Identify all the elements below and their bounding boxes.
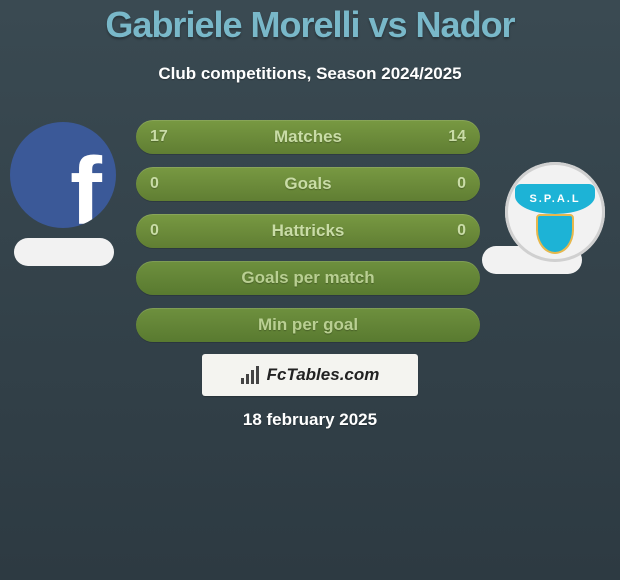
page-subtitle: Club competitions, Season 2024/2025 bbox=[0, 64, 620, 84]
stat-hattricks-label: Hattricks bbox=[272, 221, 345, 241]
stat-matches-right: 14 bbox=[448, 120, 466, 154]
stat-hattricks-right: 0 bbox=[457, 214, 466, 248]
facebook-f-icon: f bbox=[70, 144, 102, 228]
stat-goals-right: 0 bbox=[457, 167, 466, 201]
spal-shield-icon bbox=[536, 214, 574, 254]
stat-matches-label: Matches bbox=[274, 127, 342, 147]
stat-goals-left: 0 bbox=[150, 167, 159, 201]
stat-goals-label: Goals bbox=[284, 174, 331, 194]
stat-mpg-label: Min per goal bbox=[258, 315, 358, 335]
spal-band-text: S.P.A.L bbox=[515, 184, 595, 214]
player-left-panel: f bbox=[8, 122, 118, 266]
fctables-brand: FcTables.com bbox=[202, 354, 418, 396]
page-title: Gabriele Morelli vs Nador bbox=[0, 4, 620, 46]
stat-row-matches: 17 Matches 14 bbox=[136, 120, 480, 154]
footer-date: 18 february 2025 bbox=[0, 410, 620, 430]
stat-row-goals-per-match: Goals per match bbox=[136, 261, 480, 295]
stats-list: 17 Matches 14 0 Goals 0 0 Hattricks 0 Go… bbox=[136, 120, 480, 355]
fctables-text: FcTables.com bbox=[267, 365, 380, 385]
stat-matches-left: 17 bbox=[150, 120, 168, 154]
spal-badge-icon: S.P.A.L bbox=[505, 162, 605, 262]
stat-row-goals: 0 Goals 0 bbox=[136, 167, 480, 201]
player-right-panel: S.P.A.L bbox=[500, 122, 610, 262]
stat-gpm-label: Goals per match bbox=[241, 268, 374, 288]
stat-row-hattricks: 0 Hattricks 0 bbox=[136, 214, 480, 248]
stat-row-min-per-goal: Min per goal bbox=[136, 308, 480, 342]
facebook-avatar-icon: f bbox=[10, 122, 116, 228]
bar-chart-icon bbox=[241, 366, 259, 384]
header: Gabriele Morelli vs Nador Club competiti… bbox=[0, 0, 620, 84]
country-flag-left-icon bbox=[14, 238, 114, 266]
stat-hattricks-left: 0 bbox=[150, 214, 159, 248]
